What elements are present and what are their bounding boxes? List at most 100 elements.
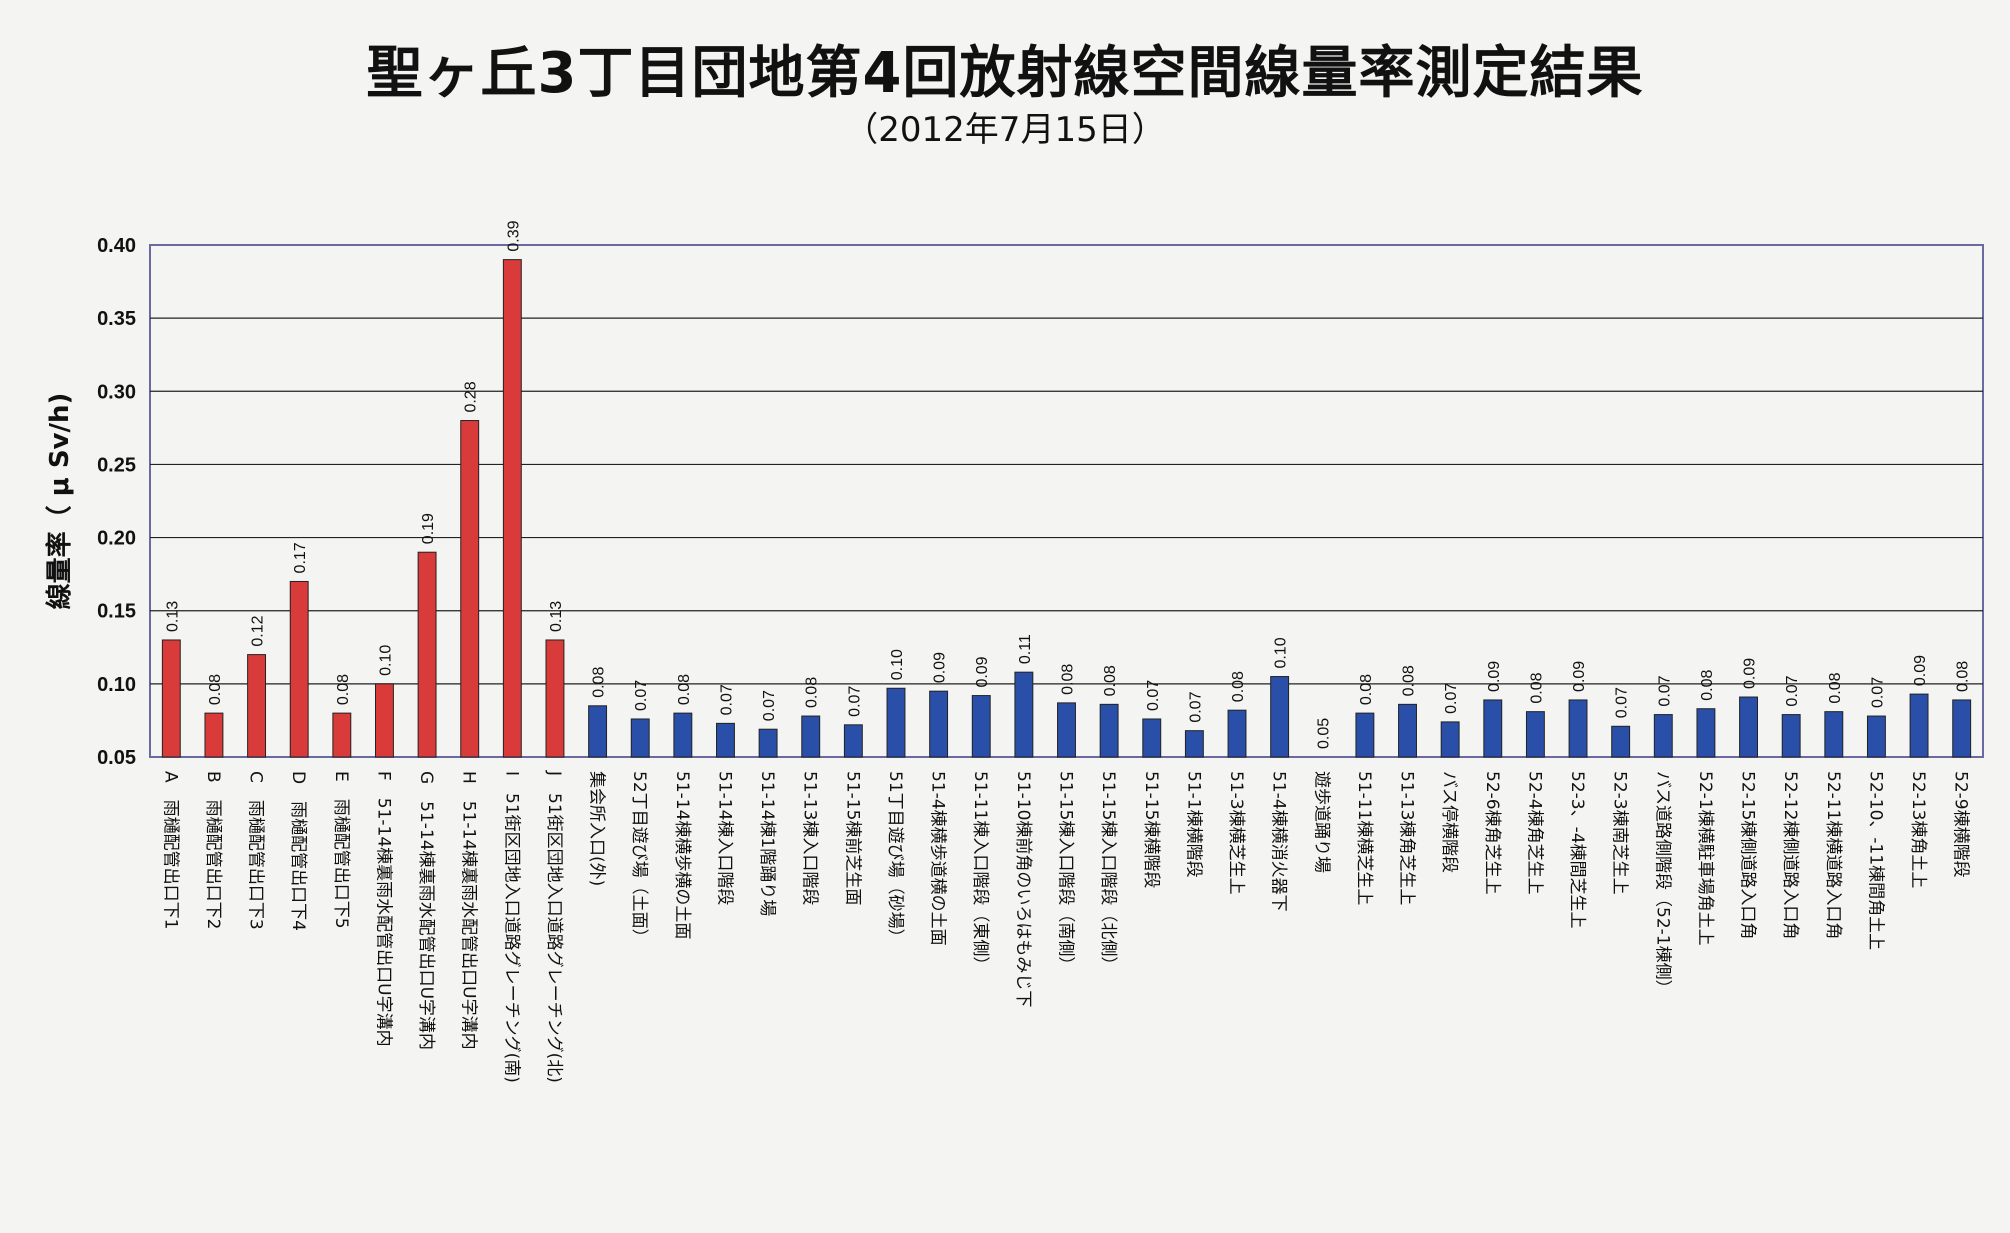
category-label: 51-4棟横消火器下 [1269,771,1289,912]
category-label: 51-15棟前芝生面 [842,771,862,905]
category-label: 52-15棟側道路入口角 [1738,771,1758,939]
category-label: 52-3、-4棟間芝生上 [1567,771,1587,929]
data-label: 0.08 [1528,672,1545,703]
category-label: 51-14棟入口階段 [714,771,734,905]
category-label: 51-15棟横階段 [1141,771,1161,888]
bar [1227,709,1247,758]
category-label: 51-3棟横芝生上 [1226,771,1246,895]
y-tick-label: 0.25 [97,454,136,476]
data-label: 0.07 [1784,675,1801,706]
bar [1398,703,1417,758]
category-label: D 雨樋配管出口下4 [288,771,308,931]
bar [1142,718,1162,758]
data-label: 0.08 [335,674,352,705]
bar [1653,714,1673,758]
bar [1952,699,1972,758]
bar [758,728,778,758]
bar [1824,711,1844,758]
data-label: 0.07 [633,680,650,711]
data-label: 0.07 [1443,683,1460,714]
data-label: 0.08 [591,667,608,698]
bar [1355,712,1375,758]
bar [971,695,991,758]
category-label: J 51街区団地入口道路グレーチング(北) [544,770,564,1083]
data-label: 0.09 [1742,658,1759,689]
bar [1696,708,1716,758]
bar [247,654,267,758]
bar [1057,702,1076,758]
category-label: G 51-14棟裏雨水配管出口U字溝内 [416,771,437,1050]
bar [588,705,608,758]
bar [886,687,906,758]
data-label: 0.07 [1614,687,1631,718]
data-label: 0.07 [761,690,778,721]
data-label: 0.08 [1827,672,1844,703]
bar [460,420,480,758]
data-label: 0.13 [548,601,565,632]
bar [716,722,735,758]
data-label: 0.05 [1315,718,1332,749]
bars [161,259,1972,758]
bar [375,683,394,758]
category-label: 51-11棟入口階段（東側） [970,771,990,973]
bar [929,690,949,758]
data-label: 0.08 [676,674,693,705]
bar [1270,676,1290,758]
category-label: 51-15棟入口階段（北側） [1098,771,1118,973]
bar [289,580,309,758]
chart-title: 聖ヶ丘3丁目団地第4回放射線空間線量率測定結果 [366,41,1644,106]
data-label: 0.10 [1273,637,1290,668]
data-label: 0.13 [164,601,181,632]
data-label: 0.09 [974,656,991,687]
category-label: C 雨樋配管出口下3 [246,771,266,930]
bar [801,715,821,758]
data-label: 0.12 [250,615,267,646]
category-label: 51-14棟横歩横の土面 [672,771,692,939]
category-label: I 51街区団地入口道路グレーチング(南) [501,771,521,1083]
bar [1525,711,1545,758]
y-tick-label: 0.35 [97,308,136,330]
y-tick-label: 0.40 [97,235,136,257]
bar [204,712,224,758]
category-label: 52-1棟横駐車場角土上 [1695,771,1715,946]
category-label: 51丁目遊び場（砂場） [885,771,905,946]
category-label: 52-13棟角土上 [1908,771,1928,888]
bar [1611,725,1631,758]
category-label: 遊歩道踊り場 [1311,771,1331,873]
data-label: 0.39 [505,220,522,251]
data-label: 0.10 [377,645,394,676]
bar [630,718,650,758]
y-tick-label: 0.30 [97,381,136,403]
category-labels: A 雨樋配管出口下1 B 雨樋配管出口下2 C 雨樋配管出口下3 D 雨樋配管出口下4… [160,770,1970,1083]
category-label: H 51-14棟裏雨水配管出口U字溝内 [459,771,480,1050]
category-label: E 雨樋配管出口下5 [331,771,351,929]
data-label: 0.09 [1486,661,1503,692]
category-label: F 51-14棟裏雨水配管出口U字溝内 [373,771,394,1047]
category-label: バス停横階段 [1439,771,1459,873]
data-label: 0.07 [1656,675,1673,706]
data-label: 0.08 [1102,665,1119,696]
data-label: 0.07 [718,684,735,715]
data-label: 0.28 [463,381,480,412]
category-label: 52-12棟側道路入口角 [1780,771,1800,939]
bar [1184,730,1204,758]
bar [1568,699,1588,758]
bar [332,712,352,758]
category-label: 51-15棟入口階段（南側） [1056,771,1076,973]
bar [545,639,565,758]
category-label: 52丁目遊び場（土面） [629,771,649,946]
data-label: 0.07 [1145,680,1162,711]
y-axis-label: 線量率（ μ Sv/h) [44,393,75,610]
bar [1739,696,1758,758]
data-label: 0.08 [1230,671,1247,702]
data-label: 0.09 [1912,655,1929,686]
category-label: 52-6棟角芝生上 [1482,771,1502,895]
bar [1440,721,1460,758]
data-label: 0.08 [207,674,224,705]
data-label: 0.10 [889,649,906,680]
bar [1014,671,1034,758]
data-label: 0.08 [804,677,821,708]
data-label: 0.08 [1401,665,1418,696]
category-label: 集会所入口(外) [587,771,607,886]
category-label: 51-4棟横歩道横の土面 [928,771,948,946]
